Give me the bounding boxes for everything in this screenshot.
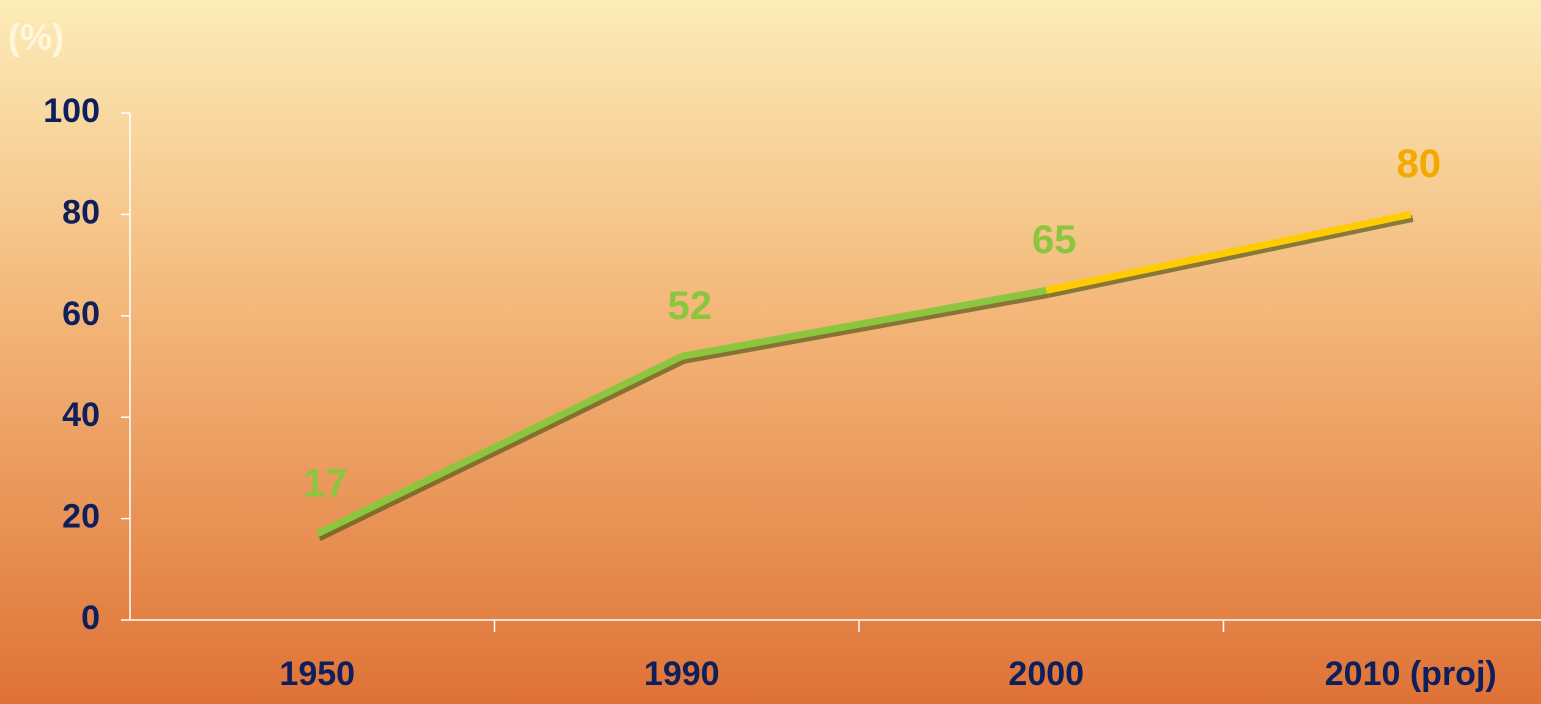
x-tick-label: 1950 — [279, 655, 355, 693]
line-shadow — [317, 357, 686, 541]
y-tick-label: 20 — [62, 498, 100, 536]
line-shadow — [1047, 214, 1414, 298]
x-tick-label: 2000 — [1008, 655, 1084, 693]
data-label: 80 — [1397, 142, 1442, 186]
y-tick-label: 0 — [81, 599, 100, 637]
line-shadow — [683, 291, 1049, 364]
data-label: 65 — [1032, 218, 1077, 262]
y-tick-label: 80 — [62, 193, 100, 231]
x-tick-label: 1990 — [644, 655, 720, 693]
y-axis-label: (%) — [8, 17, 64, 58]
line-segment — [681, 287, 1047, 360]
data-label: 52 — [668, 284, 713, 328]
y-tick-label: 100 — [43, 92, 100, 130]
y-tick-label: 60 — [62, 295, 100, 333]
y-tick-label: 40 — [62, 396, 100, 434]
x-tick-label: 2010 (proj) — [1325, 655, 1497, 693]
line-segment — [315, 353, 684, 537]
line-segment — [1045, 210, 1412, 294]
data-label: 17 — [303, 461, 348, 505]
